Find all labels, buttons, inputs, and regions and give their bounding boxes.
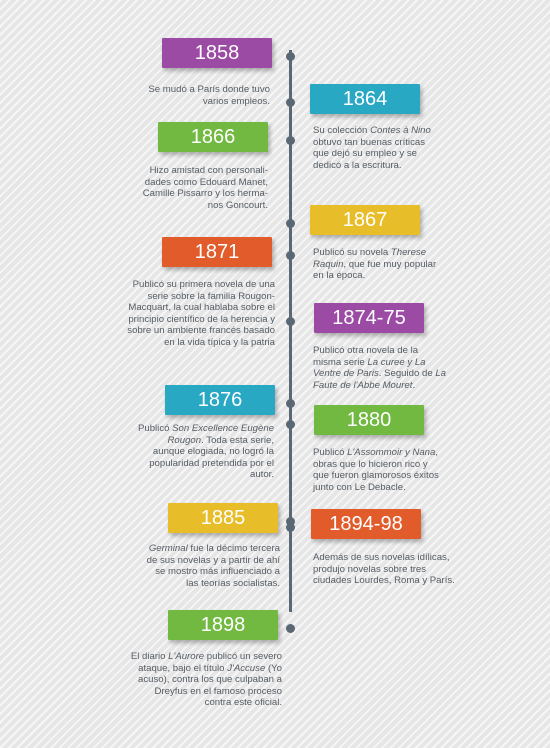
event-description-1880: Publicó L'Assommoir y Nana, obras que lo … <box>313 447 468 493</box>
description-line: obtuvo tan buenas críticas <box>313 136 425 148</box>
description-line: misma serie La curee y La <box>313 356 426 368</box>
description-line: Publicó su novela Therese <box>313 247 427 258</box>
description-line: Germinal fue la décimo tercera <box>148 543 280 554</box>
description-line: serie sobre la familia Rougon- <box>147 290 275 302</box>
event-description-1874-75: Publicó otra novela de la misma serie La … <box>313 345 468 391</box>
description-line: Se mudó a París donde tuvo <box>148 84 270 95</box>
timeline-dot-1876 <box>286 399 295 408</box>
description-line: en la vida típica y la patria <box>164 336 275 348</box>
timeline-dot-1867 <box>286 219 295 228</box>
timeline-dot-1885 <box>286 517 295 526</box>
event-description-1876: Publicó Son Excellence Eugène Rougon. Tod… <box>120 423 274 481</box>
timeline-dot-1858 <box>286 52 295 61</box>
description-line: Publicó otra novela de la <box>313 345 419 356</box>
year-badge-1894-98: 1894-98 <box>311 509 421 539</box>
timeline-dot-1864 <box>286 98 295 107</box>
event-description-1898: El diario L'Aurore publicó un severo ataq… <box>110 651 282 709</box>
description-line: las teorías socialistas. <box>186 577 280 589</box>
description-line: obras que lo hicieron rico y <box>313 458 428 470</box>
description-line: Macquart, la cual hablaba sobre el <box>128 302 275 314</box>
description-line: se mostro más influenciado a <box>155 566 280 578</box>
description-line: ciudades Lourdes, Roma y París. <box>313 575 455 587</box>
description-line: principio científico de la herencia y <box>128 313 275 325</box>
description-line: Rougon. Toda esta serie, <box>167 434 275 446</box>
description-line: Ventre de Paris. Seguido de La <box>313 368 446 380</box>
timeline-dot-1866 <box>286 136 295 145</box>
description-line: que fueron glamorosos éxitos <box>313 470 439 482</box>
timeline-dot-1894-98 <box>286 523 295 532</box>
year-badge-1866: 1866 <box>158 122 268 152</box>
year-badge-1858: 1858 <box>162 38 272 68</box>
event-description-1867: Publicó su novela Therese Raquin, que fue… <box>313 247 463 282</box>
year-badge-1876: 1876 <box>165 385 275 415</box>
description-line: Hizo amistad con personali- <box>149 165 268 176</box>
event-description-1885: Germinal fue la décimo tercera de sus nov… <box>118 543 280 589</box>
event-description-1894-98: Además de sus novelas idílicas, produjo n… <box>313 552 483 587</box>
timeline-dot-1898 <box>286 624 295 633</box>
description-line: Raquin, que fue muy popular <box>313 258 437 270</box>
year-badge-1880: 1880 <box>314 405 424 435</box>
description-line: nos Goncourt. <box>207 199 268 211</box>
event-description-1871: Publicó su primera novela de una serie so… <box>100 279 275 349</box>
description-line: dades como Edouard Manet, <box>144 176 268 188</box>
description-line: Publicó Son Excellence Eugène <box>137 423 274 434</box>
timeline-dot-1871 <box>286 251 295 260</box>
description-line: El diario L'Aurore publicó un severo <box>130 651 282 662</box>
description-line: produjo novelas sobre tres <box>313 563 427 575</box>
description-line: autor. <box>249 469 274 481</box>
description-line: ataque, bajo el título J'Accuse (Yo <box>138 662 282 674</box>
timeline-dot-1874-75 <box>286 317 295 326</box>
description-line: Publicó su primera novela de una <box>132 279 275 290</box>
description-line: dedicó a la escritura. <box>313 159 402 171</box>
description-line: en la época. <box>313 270 366 282</box>
year-badge-1885: 1885 <box>168 503 278 533</box>
description-line: acuso), contra los que culpaban a <box>138 674 282 686</box>
description-line: Además de sus novelas idílicas, <box>313 552 450 563</box>
timeline-axis <box>289 50 292 612</box>
description-line: Publicó L'Assommoir y Nana, <box>313 447 439 458</box>
year-badge-1874-75: 1874-75 <box>314 303 424 333</box>
description-line: junto con Le Debacle. <box>313 481 406 493</box>
description-line: Dreyfus en el famoso proceso <box>154 685 282 697</box>
description-line: aunque elogiada, no logró la <box>152 446 274 458</box>
event-description-1866: Hizo amistad con personali-dades como Ed… <box>120 165 268 211</box>
description-line: varios empleos. <box>202 95 270 107</box>
event-description-1864: Su colección Contes à Nino obtuvo tan bue… <box>313 125 463 171</box>
year-badge-1864: 1864 <box>310 84 420 114</box>
description-line: sobre un ambiente francés basado <box>127 325 275 337</box>
timeline-dot-1880 <box>286 420 295 429</box>
description-line: Su colección Contes à Nino <box>313 125 431 136</box>
description-line: de sus novelas y a partir de ahí <box>146 554 280 566</box>
description-line: que dejó su empleo y se <box>313 148 417 160</box>
year-badge-1871: 1871 <box>162 237 272 267</box>
event-description-1858: Se mudó a París donde tuvo varios empleos… <box>130 84 270 107</box>
description-line: Faute de l'Abbe Mouret. <box>313 379 416 391</box>
year-badge-1867: 1867 <box>310 205 420 235</box>
year-badge-1898: 1898 <box>168 610 278 640</box>
description-line: contra este oficial. <box>204 697 282 709</box>
description-line: popularidad pretendida por el <box>149 457 274 469</box>
description-line: Camille Pissarro y los herma- <box>142 188 268 200</box>
